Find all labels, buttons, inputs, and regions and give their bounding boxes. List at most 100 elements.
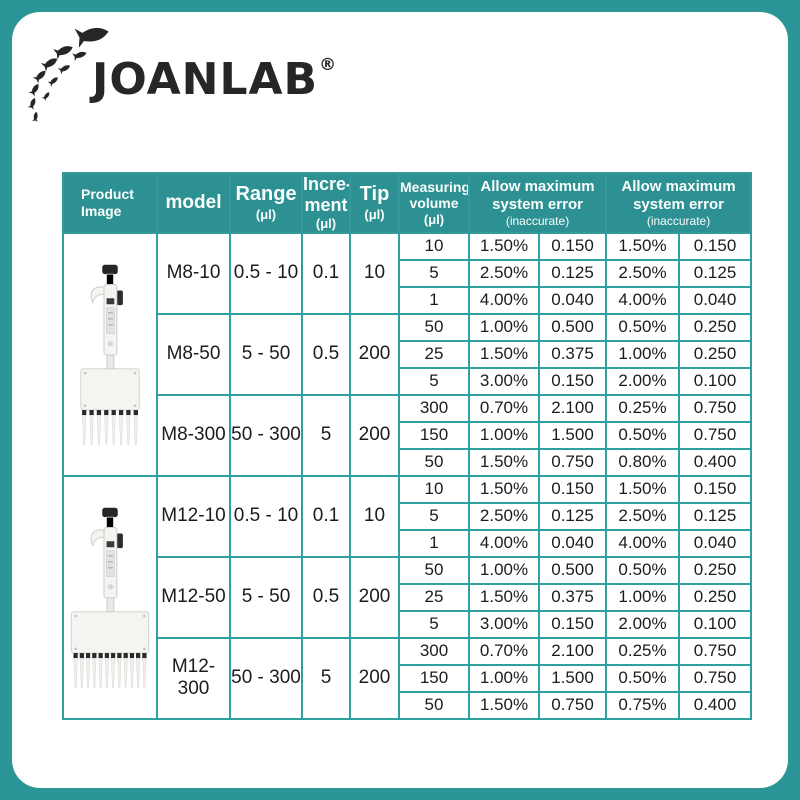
error-b-val-cell: 0.250	[678, 555, 753, 585]
volume-cell: 50	[398, 447, 470, 477]
tip-cell: 200	[349, 393, 400, 477]
error-a-val-cell: 0.150	[537, 366, 608, 396]
table-row: 25 1.50% 0.375 1.00% 0.250	[63, 339, 753, 369]
volume-cell: 1	[398, 285, 470, 315]
error-b-val-cell: 0.250	[678, 582, 753, 612]
increment-cell: 5	[301, 393, 351, 477]
table-row: M12-300 50 - 300 5 200 300 0.70% 2.100 0…	[63, 636, 753, 720]
error-a-pct-cell: 1.00%	[468, 420, 540, 450]
volume-cell: 150	[398, 420, 470, 450]
table-row: 150 1.00% 1.500 0.50% 0.750	[63, 663, 753, 693]
table-row: M8-300 50 - 300 5 200 300 0.70% 2.100 0.…	[63, 393, 753, 477]
error-b-val-cell: 0.040	[678, 528, 753, 558]
range-cell: 0.5 - 10	[229, 474, 303, 558]
error-b-val-cell: 0.150	[678, 231, 753, 261]
error-a-pct-cell: 0.70%	[468, 393, 540, 423]
increment-cell: 0.5	[301, 555, 351, 639]
error-b-pct-cell: 0.80%	[605, 447, 681, 477]
error-a-pct-cell: 1.00%	[468, 663, 540, 693]
model-cell: M8-300	[156, 393, 231, 477]
error-b-pct-cell: 0.50%	[605, 555, 681, 585]
error-b-val-cell: 0.750	[678, 636, 753, 666]
volume-cell: 25	[398, 339, 470, 369]
volume-cell: 300	[398, 393, 470, 423]
tip-cell: 200	[349, 312, 400, 396]
error-a-pct-cell: 0.70%	[468, 636, 540, 666]
error-a-val-cell: 0.150	[537, 231, 608, 261]
tip-cell: 10	[349, 474, 400, 558]
error-b-pct-cell: 1.50%	[605, 231, 681, 261]
error-a-pct-cell: 1.50%	[468, 339, 540, 369]
increment-cell: 5	[301, 636, 351, 720]
error-b-pct-cell: 1.00%	[605, 339, 681, 369]
header-error-b: Allow maximum system error (inaccurate)	[605, 172, 753, 234]
header-model: model	[156, 172, 231, 234]
error-a-val-cell: 0.375	[537, 582, 608, 612]
error-b-pct-cell: 1.00%	[605, 582, 681, 612]
header-product-image: Product Image	[62, 172, 158, 234]
table-row: 5 3.00% 0.150 2.00% 0.100	[63, 366, 753, 396]
model-cell: M12-50	[156, 555, 231, 639]
error-a-pct-cell: 2.50%	[468, 258, 540, 288]
error-b-val-cell: 0.400	[678, 447, 753, 477]
volume-cell: 150	[398, 663, 470, 693]
error-a-pct-cell: 1.00%	[468, 312, 540, 342]
error-a-val-cell: 0.150	[537, 474, 608, 504]
error-b-val-cell: 0.125	[678, 258, 753, 288]
volume-cell: 50	[398, 690, 470, 720]
error-b-pct-cell: 0.75%	[605, 690, 681, 720]
range-cell: 5 - 50	[229, 312, 303, 396]
error-a-pct-cell: 1.50%	[468, 474, 540, 504]
product-image-cell	[62, 231, 158, 477]
volume-cell: 50	[398, 312, 470, 342]
error-a-val-cell: 0.500	[537, 555, 608, 585]
error-a-val-cell: 1.500	[537, 420, 608, 450]
range-cell: 50 - 300	[229, 393, 303, 477]
error-b-pct-cell: 0.50%	[605, 312, 681, 342]
table-row: 50 1.50% 0.750 0.80% 0.400	[63, 447, 753, 477]
volume-cell: 10	[398, 231, 470, 261]
table-row: 1 4.00% 0.040 4.00% 0.040	[63, 285, 753, 315]
table-row: 1 4.00% 0.040 4.00% 0.040	[63, 528, 753, 558]
error-a-val-cell: 0.750	[537, 447, 608, 477]
error-b-val-cell: 0.100	[678, 366, 753, 396]
error-b-pct-cell: 4.00%	[605, 285, 681, 315]
error-b-pct-cell: 1.50%	[605, 474, 681, 504]
volume-cell: 5	[398, 258, 470, 288]
error-b-val-cell: 0.750	[678, 420, 753, 450]
increment-cell: 0.5	[301, 312, 351, 396]
header-range: Range (μl)	[229, 172, 303, 234]
increment-cell: 0.1	[301, 474, 351, 558]
error-b-pct-cell: 0.50%	[605, 420, 681, 450]
error-a-val-cell: 1.500	[537, 663, 608, 693]
error-a-pct-cell: 1.50%	[468, 447, 540, 477]
error-b-pct-cell: 2.50%	[605, 258, 681, 288]
table-row: M8-50 5 - 50 0.5 200 50 1.00% 0.500 0.50…	[63, 312, 753, 396]
table-row: M12-10 0.5 - 10 0.1 10 10 1.50% 0.150 1.…	[62, 474, 753, 720]
table-row: 50 1.50% 0.750 0.75% 0.400	[63, 690, 753, 720]
header-measuring-volume: Measuring volume (μl)	[398, 172, 470, 234]
model-cell: M8-50	[156, 312, 231, 396]
error-a-val-cell: 0.750	[537, 690, 608, 720]
volume-cell: 1	[398, 528, 470, 558]
volume-cell: 5	[398, 609, 470, 639]
error-a-pct-cell: 4.00%	[468, 285, 540, 315]
model-cell: M8-10	[156, 231, 231, 315]
table-row: M12-50 5 - 50 0.5 200 50 1.00% 0.500 0.5…	[63, 555, 753, 639]
volume-cell: 5	[398, 366, 470, 396]
error-a-pct-cell: 1.50%	[468, 582, 540, 612]
error-b-val-cell: 0.150	[678, 474, 753, 504]
error-b-val-cell: 0.750	[678, 393, 753, 423]
model-cell: M12-10	[156, 474, 231, 558]
table-row: 5 2.50% 0.125 2.50% 0.125	[63, 258, 753, 288]
error-b-pct-cell: 0.25%	[605, 636, 681, 666]
error-a-pct-cell: 1.00%	[468, 555, 540, 585]
brand-logo: JOANLAB®	[22, 18, 336, 128]
volume-cell: 25	[398, 582, 470, 612]
tip-cell: 200	[349, 555, 400, 639]
range-cell: 50 - 300	[229, 636, 303, 720]
error-a-val-cell: 0.500	[537, 312, 608, 342]
error-b-pct-cell: 4.00%	[605, 528, 681, 558]
table-row: 25 1.50% 0.375 1.00% 0.250	[63, 582, 753, 612]
